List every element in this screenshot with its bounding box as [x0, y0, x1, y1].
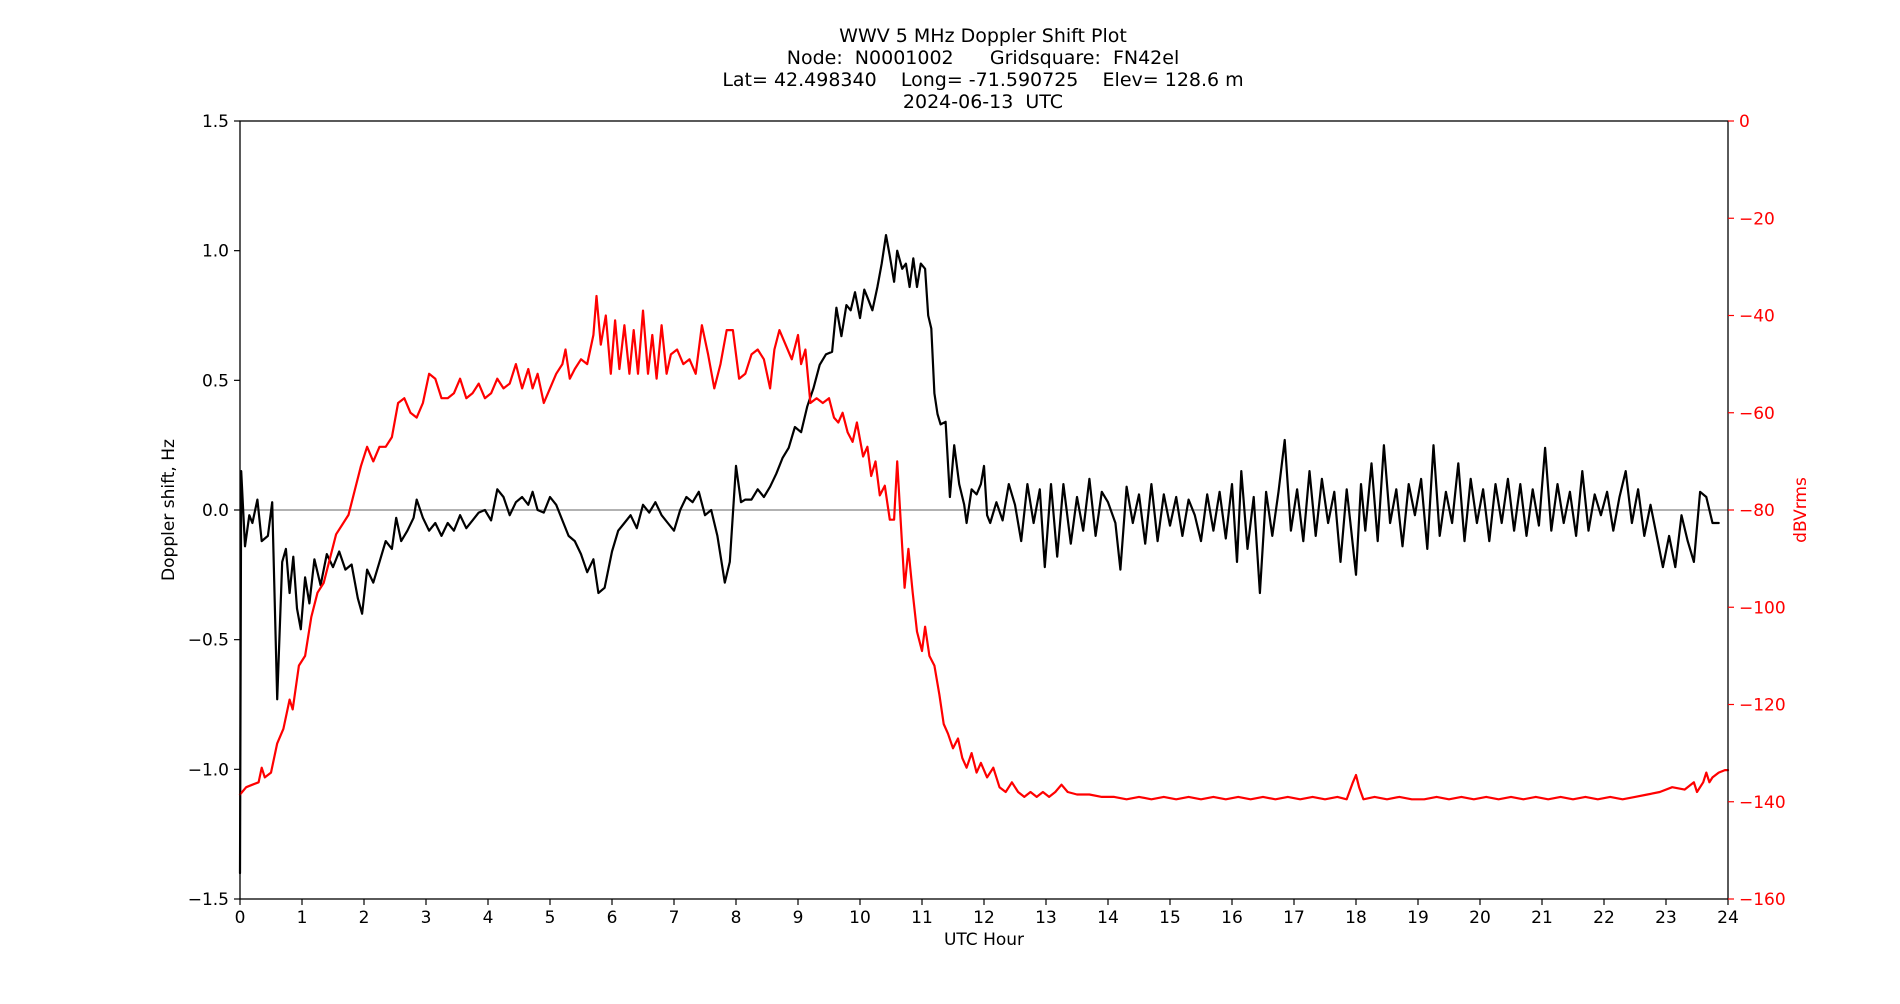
- y-right-tick-label: 0: [1739, 112, 1750, 132]
- x-tick-label: 23: [1655, 908, 1677, 928]
- x-tick-label: 7: [669, 908, 680, 928]
- y-left-tick-label: −0.5: [188, 631, 229, 651]
- y-axis-left: 1.5 1.0 0.5 0.0 −0.5 −1.0 −1.5: [188, 112, 240, 910]
- y-right-tick-label: −160: [1739, 890, 1786, 910]
- y-right-tick-label: −40: [1739, 307, 1775, 327]
- x-tick-label: 24: [1717, 908, 1739, 928]
- y-left-tick-label: 0.0: [202, 501, 229, 521]
- x-tick-label: 16: [1221, 908, 1243, 928]
- x-tick-label: 5: [545, 908, 556, 928]
- axis-labels: UTC Hour Doppler shift, Hz dBVrms: [159, 439, 1811, 950]
- y-right-tick-label: −120: [1739, 696, 1786, 716]
- x-axis: 0 1 2 3 4 5 6 7 8 9 10 11 12 13 14 15 16 17 18 19 20 21 22 23 24: [235, 899, 1739, 928]
- x-tick-label: 19: [1407, 908, 1429, 928]
- x-tick-label: 3: [421, 908, 432, 928]
- x-tick-label: 15: [1159, 908, 1181, 928]
- x-tick-label: 2: [359, 908, 370, 928]
- chart-title-line-4: 2024-06-13 UTC: [903, 91, 1063, 113]
- doppler-shift-line: [238, 234, 1720, 875]
- x-tick-label: 10: [849, 908, 871, 928]
- y-left-tick-label: 0.5: [202, 371, 229, 391]
- x-tick-label: 21: [1531, 908, 1553, 928]
- y-axis-right-label: dBVrms: [1791, 477, 1811, 543]
- y-axis-left-label: Doppler shift, Hz: [159, 439, 179, 581]
- chart-title-line-2: Node: N0001002 Gridsquare: FN42el: [787, 47, 1180, 69]
- x-tick-label: 6: [607, 908, 618, 928]
- x-tick-label: 0: [235, 908, 246, 928]
- chart-title-line-1: WWV 5 MHz Doppler Shift Plot: [839, 25, 1127, 47]
- y-right-tick-label: −20: [1739, 209, 1775, 229]
- x-tick-label: 18: [1345, 908, 1367, 928]
- x-tick-label: 9: [793, 908, 804, 928]
- x-axis-label: UTC Hour: [944, 930, 1024, 950]
- x-tick-label: 1: [297, 908, 308, 928]
- y-left-tick-label: 1.5: [202, 112, 229, 132]
- y-right-tick-label: −60: [1739, 404, 1775, 424]
- power-level-line: [238, 294, 1730, 801]
- y-axis-right: 0 −20 −40 −60 −80 −100 −120 −140 −160: [1728, 112, 1786, 910]
- y-left-tick-label: 1.0: [202, 242, 229, 262]
- x-tick-label: 20: [1469, 908, 1491, 928]
- x-tick-label: 8: [731, 908, 742, 928]
- y-right-tick-label: −80: [1739, 501, 1775, 521]
- y-left-tick-label: −1.0: [188, 760, 229, 780]
- y-right-tick-label: −140: [1739, 793, 1786, 813]
- chart-title-line-3: Lat= 42.498340 Long= -71.590725 Elev= 12…: [722, 69, 1243, 91]
- x-tick-label: 17: [1283, 908, 1305, 928]
- x-tick-label: 14: [1097, 908, 1119, 928]
- y-left-tick-label: −1.5: [188, 890, 229, 910]
- x-tick-label: 4: [483, 908, 494, 928]
- x-tick-label: 22: [1593, 908, 1615, 928]
- plot-lines: [238, 234, 1730, 875]
- x-tick-label: 13: [1035, 908, 1057, 928]
- x-tick-label: 11: [911, 908, 933, 928]
- y-right-tick-label: −100: [1739, 598, 1786, 618]
- x-tick-label: 12: [973, 908, 995, 928]
